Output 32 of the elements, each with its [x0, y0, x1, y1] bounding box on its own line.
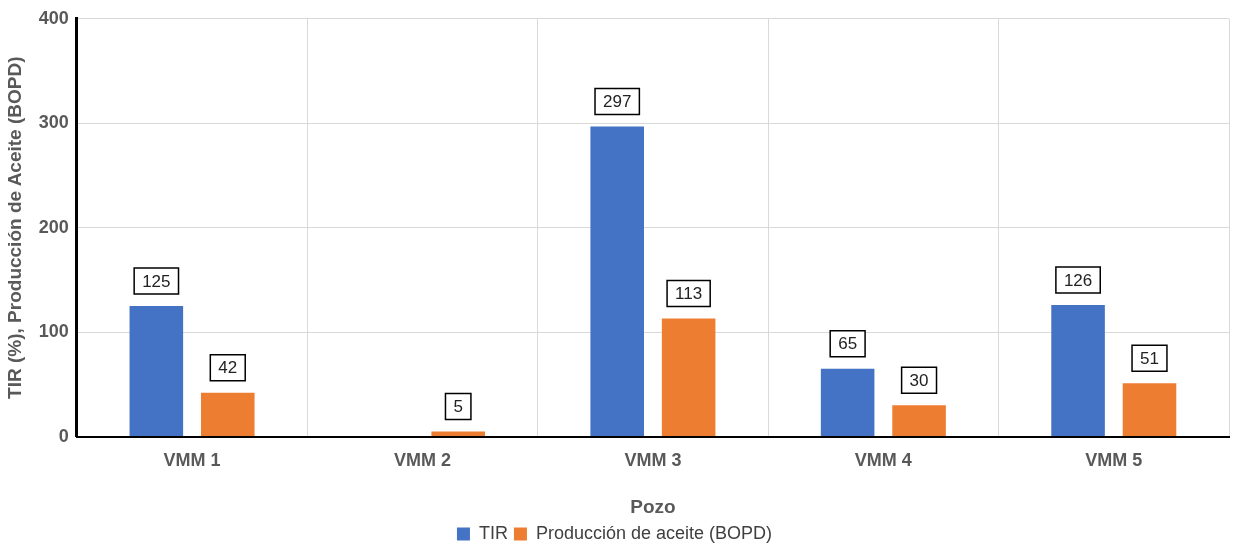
bar — [590, 126, 644, 437]
y-axis-title: TIR (%), Producción de Aceite (BOPD) — [3, 56, 25, 399]
data-label: 42 — [218, 358, 238, 378]
legend-label: Producción de aceite (BOPD) — [535, 522, 773, 543]
data-label: 113 — [675, 284, 703, 304]
bar — [661, 318, 716, 437]
x-tick-label: VMM 5 — [1085, 450, 1143, 471]
bar — [431, 431, 485, 437]
x-axis-title: Pozo — [630, 495, 676, 517]
data-label: 65 — [838, 334, 858, 354]
bar — [820, 368, 875, 437]
x-tick-label: VMM 4 — [854, 450, 912, 471]
y-tick-label: 100 — [38, 321, 69, 342]
bar — [1051, 304, 1105, 437]
bar — [129, 306, 184, 437]
bar — [892, 405, 946, 437]
bar — [200, 392, 255, 437]
x-tick-label: VMM 3 — [624, 450, 682, 471]
data-label: 126 — [1063, 270, 1093, 290]
data-label: 5 — [453, 397, 463, 417]
y-tick-label: 0 — [58, 425, 69, 446]
y-tick-label: 300 — [38, 112, 69, 133]
y-tick-label: 200 — [38, 216, 69, 237]
data-label: 125 — [142, 271, 171, 291]
bar — [1122, 383, 1177, 437]
data-label: 297 — [603, 92, 632, 112]
data-label: 51 — [1140, 349, 1159, 369]
legend-label: TIR — [478, 522, 508, 543]
data-label: 30 — [909, 370, 929, 390]
y-tick-label: 400 — [38, 7, 69, 28]
x-tick-label: VMM 1 — [163, 450, 221, 471]
x-tick-label: VMM 2 — [393, 450, 451, 471]
